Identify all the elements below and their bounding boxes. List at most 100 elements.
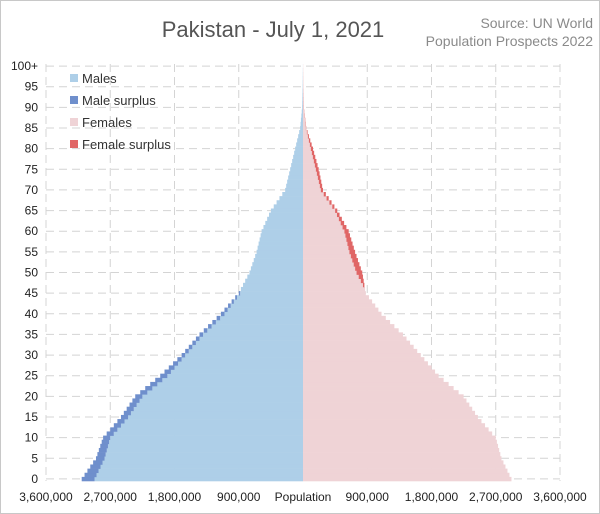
male-surplus-bar-age-32: [188, 344, 193, 350]
male-bar-age-59: [260, 233, 303, 238]
female-bar-age-48: [303, 278, 361, 284]
population-tick-labels: 3,600,000 2,700,000 1,800,000 900,000 Popula…: [19, 490, 587, 504]
male-bar-age-32: [192, 344, 303, 350]
male-bar-age-63: [267, 216, 303, 222]
male-bar-age-68: [279, 196, 303, 201]
male-bar-age-45: [240, 291, 303, 296]
female-bar-age-69: [303, 191, 324, 197]
female-bar-age-14: [303, 419, 482, 424]
age-tick-label-10: 50: [25, 266, 39, 280]
male-bar-age-7: [106, 447, 303, 453]
legend-label-3: Female surplus: [82, 137, 171, 152]
age-tick-label-0: 0: [31, 472, 38, 486]
male-bar-age-51: [250, 266, 303, 271]
female-bar-age-59: [303, 233, 346, 238]
male-bar-age-49: [247, 274, 303, 279]
female-surplus-bar-age-47: [362, 282, 365, 288]
male-bar-age-29: [181, 357, 303, 362]
female-bar-age-19: [303, 398, 467, 403]
female-bar-age-73: [303, 175, 318, 180]
female-bar-age-30: [303, 353, 421, 358]
female-bar-age-85: [303, 125, 306, 131]
population-tick-label-2: 1,800,000: [148, 490, 202, 504]
age-tick-label-19: 95: [25, 80, 39, 94]
female-bar-age-0: [303, 476, 512, 482]
male-bar-age-14: [124, 419, 304, 424]
female-bar-age-47: [303, 282, 363, 288]
population-tick-label-1: 2,700,000: [84, 490, 138, 504]
female-surplus-bar-age-59: [345, 233, 350, 238]
grid-lines: [45, 64, 561, 481]
male-bar-age-84: [299, 130, 303, 135]
female-surplus-bar-age-65: [335, 208, 338, 213]
female-bar-age-83: [303, 134, 308, 139]
female-bar-age-43: [303, 299, 373, 304]
male-bar-age-80: [295, 146, 303, 152]
male-surplus-bar-age-0: [81, 476, 95, 482]
female-bar-age-62: [303, 220, 341, 226]
female-surplus-bar-age-71: [319, 183, 323, 189]
male-surplus-bar-age-17: [126, 406, 134, 412]
male-bar-age-56: [257, 245, 303, 251]
male-bar-age-91: [302, 101, 303, 106]
male-bar-age-23: [157, 381, 303, 387]
female-bar-age-28: [303, 361, 428, 366]
female-bar-age-2: [303, 468, 508, 474]
male-bar-age-78: [293, 154, 303, 160]
male-bar-age-8: [107, 443, 304, 449]
age-tick-label-12: 60: [25, 224, 39, 238]
male-bar-age-62: [265, 220, 303, 226]
population-tick-label-4: Population: [275, 490, 332, 504]
male-surplus-bar-age-39: [216, 315, 221, 321]
female-bar-age-9: [303, 439, 497, 445]
female-bar-age-3: [303, 464, 506, 469]
male-surplus-bar-age-13: [113, 423, 121, 428]
female-bar-age-79: [303, 150, 312, 156]
female-surplus-bar-age-49: [358, 274, 363, 279]
female-bar-age-64: [303, 212, 337, 218]
legend-swatch-1: [70, 96, 78, 104]
male-bar-age-2: [98, 468, 303, 474]
female-bar-age-53: [303, 258, 353, 263]
male-bar-age-33: [195, 340, 303, 346]
female-bar-age-51: [303, 266, 356, 271]
male-bar-age-42: [230, 303, 303, 308]
male-bar-age-4: [102, 460, 303, 465]
female-surplus-bar-age-50: [356, 270, 363, 275]
population-tick-label-8: 3,600,000: [533, 490, 587, 504]
female-bar-age-1: [303, 472, 510, 478]
male-bar-age-22: [152, 386, 303, 391]
male-bar-age-85: [300, 125, 303, 131]
male-surplus-bar-age-5: [95, 456, 105, 461]
legend-swatch-2: [70, 118, 78, 126]
male-bar-age-20: [142, 394, 303, 399]
male-bar-age-86: [300, 121, 303, 127]
female-bar-age-88: [303, 113, 305, 118]
male-bar-age-92: [302, 97, 303, 102]
population-tick-label-0: 3,600,000: [19, 490, 73, 504]
male-surplus-bar-age-11: [106, 431, 114, 436]
male-bar-age-34: [199, 336, 303, 341]
male-surplus-bar-age-28: [173, 361, 179, 366]
female-surplus-bar-age-74: [316, 171, 320, 176]
male-surplus-bar-age-6: [97, 452, 106, 457]
male-bar-age-21: [147, 390, 303, 395]
female-bar-age-67: [303, 200, 330, 205]
female-surplus-bar-age-83: [307, 134, 309, 139]
male-surplus-bar-age-42: [228, 303, 231, 308]
female-surplus-bar-age-62: [340, 220, 345, 226]
male-surplus-bar-age-25: [160, 373, 168, 379]
female-bar-age-5: [303, 456, 502, 461]
female-bar-age-44: [303, 295, 369, 300]
female-bar-age-46: [303, 286, 366, 292]
age-tick-label-6: 30: [25, 348, 39, 362]
female-bar-age-35: [303, 332, 403, 337]
female-bar-age-86: [303, 121, 306, 127]
male-bar-age-77: [292, 158, 303, 164]
male-bar-age-13: [120, 423, 303, 428]
female-bar-age-54: [303, 253, 351, 259]
male-bar-age-87: [300, 117, 303, 123]
male-surplus-bar-age-22: [145, 386, 153, 391]
male-bar-age-54: [255, 253, 303, 259]
